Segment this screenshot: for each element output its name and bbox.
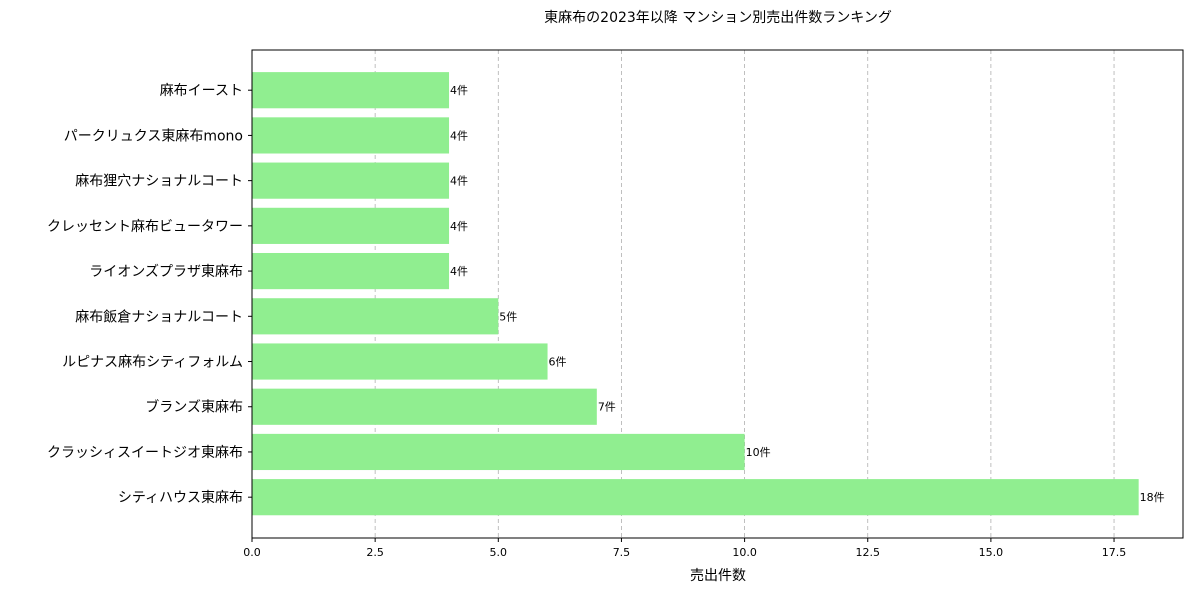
bar-value-label: 4件 <box>450 129 468 142</box>
y-tick-label: ルピナス麻布シティフォルム <box>62 355 243 371</box>
x-axis-label: 売出件数 <box>690 568 746 584</box>
y-tick-label: クレッセント麻布ビュータワー <box>47 219 243 235</box>
y-tick-label: クラッシィスイートジオ東麻布 <box>47 445 243 461</box>
bar-value-label: 6件 <box>549 356 567 369</box>
y-tick-label: 麻布飯倉ナショナルコート <box>75 308 243 325</box>
bar-value-label: 5件 <box>499 310 517 323</box>
bar <box>252 343 548 380</box>
bar-value-label: 10件 <box>746 446 771 459</box>
bar-value-label: 4件 <box>450 265 468 278</box>
bar-value-label: 7件 <box>598 401 616 414</box>
x-tick-label: 5.0 <box>490 546 508 559</box>
bar-value-label: 4件 <box>450 220 468 233</box>
plot-frame <box>251 49 1184 539</box>
bar <box>252 207 450 244</box>
y-tick-label: 麻布狸穴ナショナルコート <box>75 174 243 190</box>
y-tick-label: 麻布イースト <box>160 83 243 99</box>
x-tick-label: 7.5 <box>613 546 631 559</box>
bar <box>252 298 499 335</box>
x-tick-label: 10.0 <box>732 546 757 559</box>
bar <box>252 162 450 199</box>
bar <box>252 117 450 154</box>
x-tick-label: 12.5 <box>855 546 880 559</box>
x-tick-label: 17.5 <box>1102 546 1127 559</box>
chart-title: 東麻布の2023年以降 マンション別売出件数ランキング <box>544 10 892 26</box>
bar <box>252 388 597 425</box>
y-tick-label: ライオンズプラザ東麻布 <box>89 264 243 280</box>
bar-value-label: 4件 <box>450 84 468 97</box>
x-tick-label: 2.5 <box>366 546 384 559</box>
x-tick-label: 15.0 <box>979 546 1004 559</box>
x-tick-label: 0.0 <box>243 546 261 559</box>
bar <box>252 479 1139 516</box>
y-tick-label: ブランズ東麻布 <box>145 399 243 416</box>
y-tick-label: パークリュクス東麻布mono <box>64 128 243 144</box>
bar <box>252 72 450 109</box>
bar-value-label: 4件 <box>450 175 468 188</box>
bar <box>252 252 450 290</box>
bar <box>252 433 745 471</box>
bar-value-label: 18件 <box>1140 491 1165 504</box>
y-tick-label: シティハウス東麻布 <box>118 490 243 506</box>
